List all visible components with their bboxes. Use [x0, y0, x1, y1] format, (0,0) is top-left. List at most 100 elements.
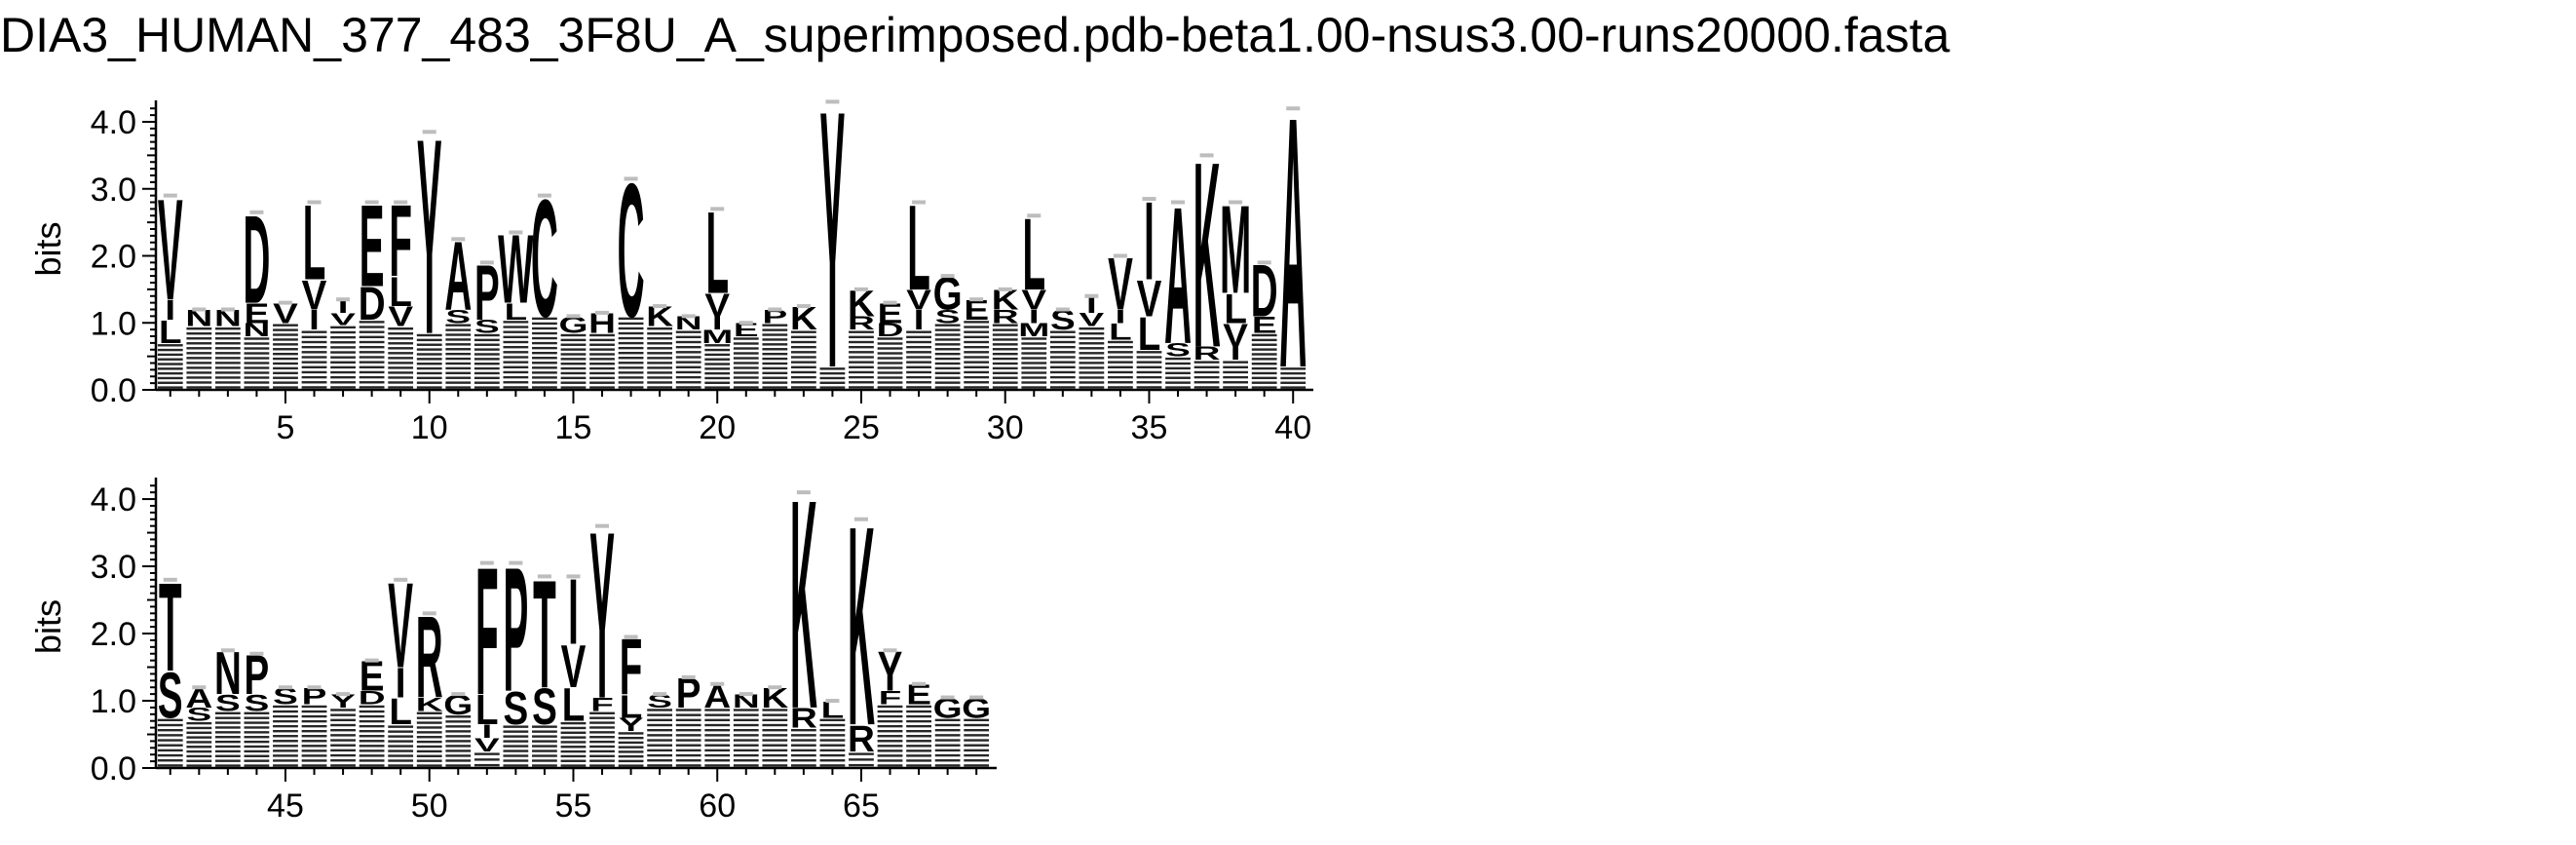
- logo-minor-residues: [762, 371, 788, 375]
- logo-minor-residues: [1136, 361, 1162, 364]
- logo-minor-residues: [647, 366, 673, 369]
- logo-minor-residues: [474, 348, 500, 351]
- logo-minor-residues: [647, 713, 673, 716]
- logo-minor-residues: [1079, 337, 1105, 340]
- logo-minor-residues: [1280, 371, 1307, 375]
- logo-minor-residues: [589, 764, 615, 767]
- logo-minor-residues: [704, 749, 731, 752]
- logo-column: C: [531, 166, 558, 389]
- logo-minor-residues: [560, 386, 587, 389]
- logo-minor-residues: [301, 705, 327, 709]
- logo-column: Y: [819, 33, 846, 444]
- logo-minor-residues: [589, 371, 615, 375]
- logo-minor-residues: [560, 754, 587, 758]
- logo-minor-residues: [244, 749, 270, 753]
- logo-minor-residues: [877, 745, 903, 748]
- logo-minor-residues: [244, 736, 270, 739]
- logo-letter: I: [165, 295, 175, 326]
- logo-minor-residues: [1049, 370, 1076, 374]
- logo-minor-residues: [675, 723, 701, 727]
- logo-minor-residues: [934, 357, 961, 361]
- logo-minor-residues: [589, 353, 615, 356]
- logo-minor-residues: [704, 753, 731, 757]
- logo-minor-residues: [819, 723, 846, 727]
- logo-column: V: [273, 298, 298, 389]
- logo-minor-residues: [244, 754, 270, 757]
- error-bar: [422, 611, 436, 616]
- logo-minor-residues: [1108, 345, 1133, 349]
- error-bar: [825, 699, 840, 704]
- logo-minor-residues: [388, 357, 414, 360]
- logo-column: LVI: [560, 560, 587, 767]
- logo-minor-residues: [964, 764, 990, 767]
- logo-minor-residues: [704, 718, 731, 722]
- logo-letter: L: [475, 686, 499, 733]
- logo-minor-residues: [1049, 361, 1076, 364]
- error-bar: [192, 307, 207, 312]
- logo-minor-residues: [330, 734, 356, 737]
- logo-minor-residues: [244, 342, 270, 345]
- y-tick-label: 3.0: [91, 549, 136, 586]
- logo-minor-residues: [964, 381, 990, 384]
- logo-minor-residues: [1079, 386, 1105, 389]
- logo-minor-residues: [359, 754, 385, 757]
- logo-minor-residues: [273, 724, 298, 728]
- logo-minor-residues: [157, 371, 183, 375]
- logo-minor-residues: [704, 358, 731, 361]
- logo-letter: L: [505, 298, 528, 325]
- logo-letter: V: [1137, 270, 1162, 327]
- logo-minor-residues: [416, 381, 442, 384]
- logo-minor-residues: [964, 370, 990, 374]
- logo-minor-residues: [589, 386, 615, 389]
- logo-minor-residues: [301, 745, 327, 748]
- logo-minor-residues: [762, 718, 788, 722]
- logo-minor-residues: [186, 731, 212, 734]
- logo-column: S: [1049, 305, 1076, 389]
- error-bar: [883, 300, 897, 305]
- logo-minor-residues: [762, 343, 788, 346]
- logo-minor-residues: [560, 353, 587, 356]
- error-bar: [537, 193, 551, 198]
- y-tick-label: 4.0: [91, 104, 136, 141]
- logo-letter: F: [620, 622, 643, 711]
- logo-column: ST: [157, 558, 183, 767]
- logo-minor-residues: [589, 366, 615, 370]
- logo-letter: C: [618, 143, 645, 357]
- logo-letter: K: [1193, 107, 1221, 403]
- logo-minor-residues: [647, 381, 673, 384]
- logo-minor-residues: [992, 357, 1018, 361]
- logo-minor-residues: [934, 764, 961, 767]
- logo-minor-residues: [589, 749, 615, 753]
- logo-minor-residues: [503, 730, 529, 733]
- logo-minor-residues: [157, 739, 183, 742]
- logo-minor-residues: [214, 764, 241, 767]
- logo-minor-residues: [704, 353, 731, 357]
- logo-letter: Y: [417, 82, 442, 394]
- logo-minor-residues: [589, 721, 615, 724]
- error-bar: [653, 304, 667, 309]
- error-bar: [796, 304, 811, 309]
- logo-minor-residues: [618, 371, 644, 374]
- logo-column: SP: [244, 645, 270, 767]
- logo-minor-residues: [186, 721, 212, 725]
- logo-minor-residues: [359, 710, 385, 713]
- logo-minor-residues: [186, 352, 212, 355]
- logo-letter: L: [1224, 285, 1247, 331]
- error-bar: [624, 176, 638, 181]
- logo-letter: K: [416, 694, 443, 714]
- logo-column: SA: [1164, 166, 1192, 389]
- logo-minor-residues: [359, 764, 385, 767]
- logo-minor-residues: [647, 352, 673, 355]
- logo-letter: E: [1252, 312, 1277, 338]
- logo-minor-residues: [560, 333, 587, 337]
- logo-minor-residues: [647, 759, 673, 762]
- logo-minor-residues: [877, 362, 903, 365]
- logo-minor-residues: [359, 356, 385, 359]
- error-bar: [479, 260, 494, 265]
- logo-letter: L: [389, 268, 412, 315]
- logo-minor-residues: [589, 716, 615, 719]
- logo-minor-residues: [503, 361, 529, 364]
- logo-minor-residues: [416, 358, 442, 361]
- logo-minor-residues: [445, 352, 472, 356]
- logo-minor-residues: [964, 749, 990, 752]
